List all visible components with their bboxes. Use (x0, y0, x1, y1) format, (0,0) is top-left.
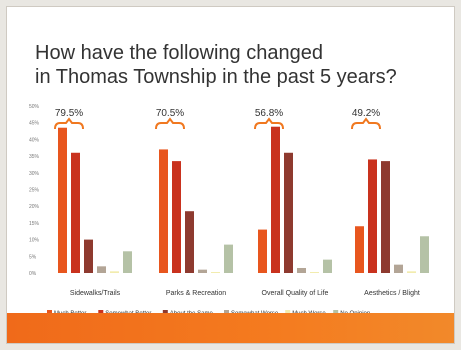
legend-swatch (224, 310, 229, 315)
category-labels: Sidewalks/Trails Parks & Recreation Overal… (70, 290, 420, 297)
y-tick-label: 0% (29, 271, 37, 277)
bar-somewhat-better-3 (368, 159, 377, 273)
y-tick-label: 45% (29, 121, 40, 127)
bar-somewhat-better-1 (172, 161, 181, 273)
bar-about-the-same-3 (381, 161, 390, 273)
slide: 0% 5% 10% 15% 20% 25% 30% 35% 40% 45% 50% 79.5% 70.… (6, 6, 455, 344)
bar-much-worse-0 (110, 271, 119, 273)
bar-much-better-0 (58, 127, 67, 274)
title-line-1: How have the following changed (35, 42, 323, 64)
legend-swatch (162, 310, 168, 315)
y-tick-label: 5% (29, 254, 37, 260)
bar-no-opinion-0 (123, 251, 132, 273)
bar-no-opinion-1 (224, 244, 233, 273)
bar-somewhat-worse-3 (394, 264, 403, 273)
bar-much-worse-2 (310, 271, 319, 273)
y-tick-label: 35% (29, 154, 40, 160)
category-label: Overall Quality of Life (262, 290, 329, 297)
y-tick-label: 20% (29, 204, 40, 210)
bar-about-the-same-2 (284, 152, 293, 273)
bar-somewhat-better-2 (271, 126, 280, 273)
y-tick-label: 30% (29, 171, 40, 177)
y-tick-label: 40% (29, 137, 40, 143)
y-tick-label: 50% (29, 104, 40, 110)
bar-somewhat-worse-1 (198, 269, 207, 273)
annotation-label: 56.8% (255, 108, 283, 119)
y-axis: 0% 5% 10% 15% 20% 25% 30% 35% 40% 45% 50% (29, 104, 40, 277)
bar-no-opinion-2 (323, 259, 332, 273)
y-tick-label: 10% (29, 238, 40, 244)
annotation-label: 70.5% (156, 108, 184, 119)
footer-bar (7, 313, 454, 343)
bar-somewhat-worse-2 (297, 267, 306, 273)
title-line-2: in Thomas Township in the past 5 years? (35, 66, 397, 88)
bar-somewhat-better-0 (71, 152, 80, 273)
legend-swatch (285, 310, 291, 315)
annotation-bracket (351, 117, 381, 130)
y-tick-label: 15% (29, 221, 40, 227)
legend-swatch (333, 310, 339, 315)
annotation-bracket (54, 117, 84, 130)
bar-about-the-same-0 (84, 239, 93, 273)
bar-about-the-same-1 (185, 211, 194, 273)
category-label: Sidewalks/Trails (70, 290, 121, 297)
y-tick-label: 25% (29, 188, 40, 194)
chart-title: How have the following changed in Thomas… (35, 41, 454, 89)
annotations: 79.5% 70.5% 56.8% 49.2% (54, 108, 381, 130)
bar-much-worse-3 (407, 271, 416, 273)
bar-much-better-3 (355, 226, 364, 273)
bar-chart: 0% 5% 10% 15% 20% 25% 30% 35% 40% 45% 50% 79.5% 70.… (29, 104, 429, 317)
bar-no-opinion-3 (420, 236, 429, 273)
bar-much-worse-1 (211, 271, 220, 273)
bar-much-better-1 (159, 149, 168, 273)
bar-somewhat-worse-0 (97, 266, 106, 273)
annotation-label: 49.2% (352, 108, 380, 119)
annotation-bracket (155, 117, 185, 130)
bars (58, 126, 429, 274)
bar-much-better-2 (258, 229, 267, 273)
category-label: Aesthetics / Blight (364, 290, 420, 297)
category-label: Parks & Recreation (166, 290, 226, 297)
annotation-bracket (254, 117, 284, 130)
annotation-label: 79.5% (55, 108, 83, 119)
legend-swatch (98, 310, 104, 315)
legend-swatch (47, 310, 52, 315)
